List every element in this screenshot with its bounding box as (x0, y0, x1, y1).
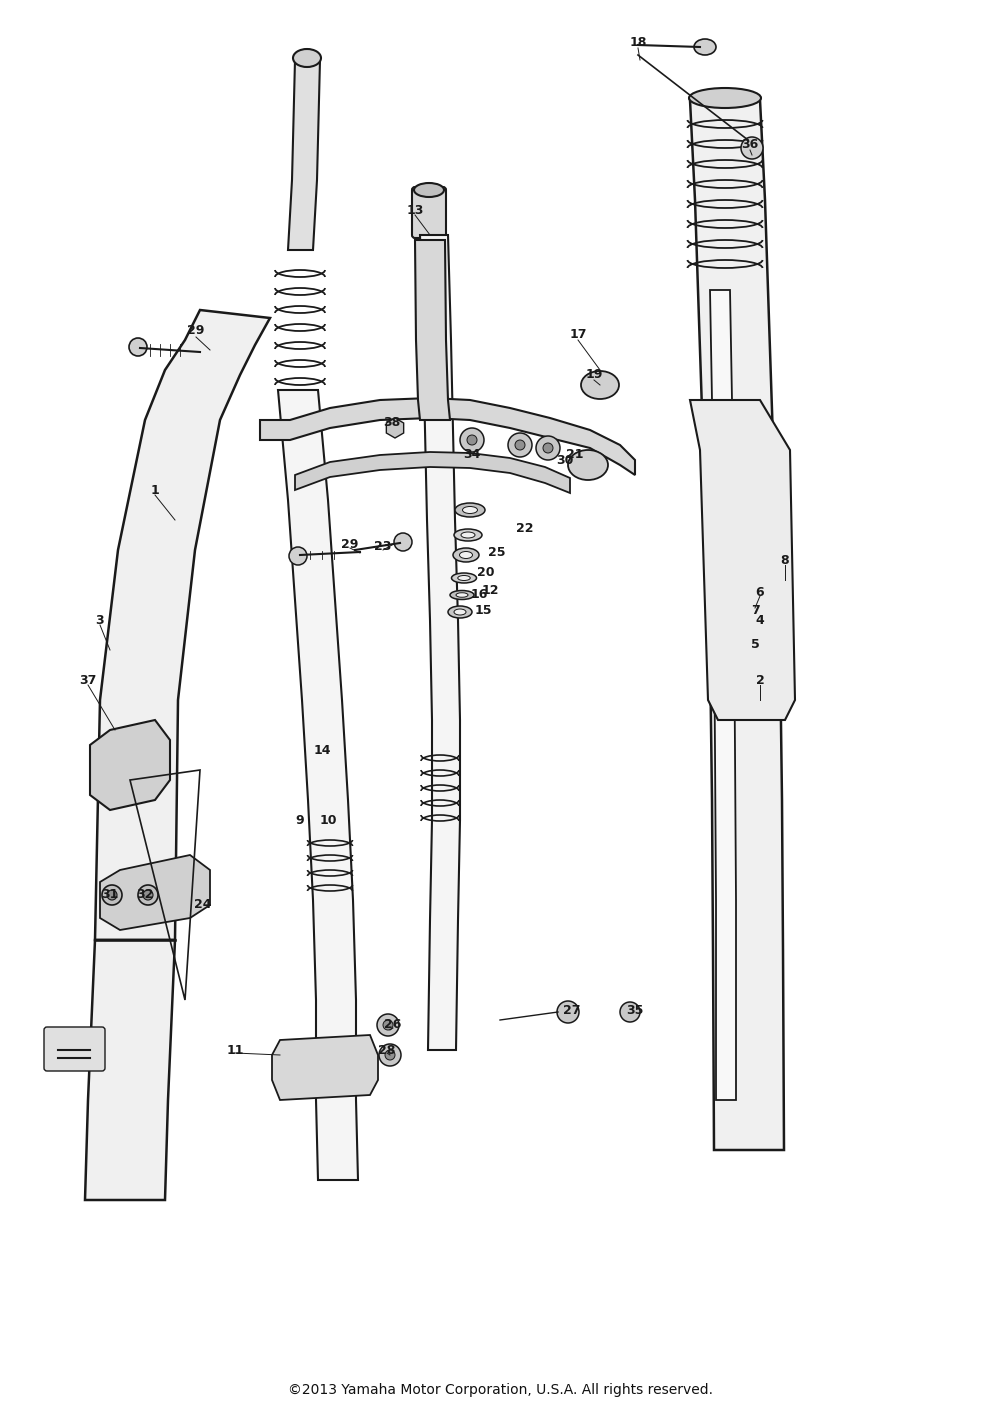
Ellipse shape (462, 507, 478, 514)
Ellipse shape (453, 548, 479, 562)
Ellipse shape (454, 530, 482, 541)
Text: 25: 25 (488, 547, 506, 559)
Text: 8: 8 (781, 554, 789, 567)
Polygon shape (100, 855, 210, 930)
Ellipse shape (454, 609, 466, 615)
Text: 7: 7 (751, 604, 759, 616)
Ellipse shape (460, 551, 473, 558)
Text: 10: 10 (319, 814, 337, 826)
Text: 29: 29 (341, 538, 359, 551)
Circle shape (460, 427, 484, 452)
Text: 26: 26 (384, 1018, 402, 1031)
Ellipse shape (414, 183, 444, 197)
Text: 27: 27 (563, 1004, 581, 1017)
Polygon shape (288, 60, 320, 250)
Polygon shape (690, 99, 784, 1150)
Polygon shape (90, 720, 170, 809)
Text: 24: 24 (194, 899, 212, 912)
Text: 32: 32 (136, 889, 154, 902)
Circle shape (377, 1014, 399, 1037)
Ellipse shape (448, 606, 472, 618)
Text: 12: 12 (481, 584, 499, 596)
Polygon shape (690, 400, 795, 720)
Text: 2: 2 (756, 673, 764, 686)
Text: 29: 29 (187, 324, 205, 337)
Text: 37: 37 (79, 673, 97, 686)
Text: 11: 11 (226, 1044, 244, 1056)
Text: 14: 14 (313, 744, 331, 757)
Circle shape (467, 435, 477, 444)
Circle shape (383, 1020, 393, 1030)
Circle shape (385, 1049, 395, 1059)
Circle shape (379, 1044, 401, 1066)
Ellipse shape (452, 574, 477, 584)
Text: 22: 22 (516, 521, 534, 534)
Text: 6: 6 (756, 585, 764, 598)
FancyBboxPatch shape (44, 1027, 105, 1071)
Text: 4: 4 (756, 613, 764, 626)
Ellipse shape (450, 591, 474, 599)
Text: 38: 38 (383, 416, 401, 429)
Ellipse shape (455, 503, 485, 517)
Text: 21: 21 (566, 449, 584, 462)
Ellipse shape (694, 38, 716, 55)
Text: 20: 20 (477, 565, 495, 578)
Ellipse shape (581, 371, 619, 399)
Text: 3: 3 (96, 613, 104, 626)
Circle shape (543, 443, 553, 453)
Text: 34: 34 (463, 449, 481, 462)
Polygon shape (95, 310, 270, 940)
Text: 5: 5 (751, 639, 759, 652)
Text: 19: 19 (585, 369, 603, 382)
Circle shape (620, 1003, 640, 1022)
Polygon shape (710, 290, 736, 1100)
Polygon shape (278, 391, 358, 1180)
Ellipse shape (293, 50, 321, 67)
Text: 28: 28 (378, 1044, 396, 1056)
Text: 16: 16 (470, 588, 488, 601)
Circle shape (289, 547, 307, 565)
Text: 18: 18 (629, 36, 647, 48)
Circle shape (143, 890, 153, 900)
Text: 15: 15 (474, 604, 492, 616)
FancyBboxPatch shape (412, 187, 446, 239)
Polygon shape (85, 940, 175, 1200)
Ellipse shape (689, 88, 761, 108)
Polygon shape (415, 240, 450, 420)
Text: ©2013 Yamaha Motor Corporation, U.S.A. All rights reserved.: ©2013 Yamaha Motor Corporation, U.S.A. A… (288, 1383, 712, 1397)
Ellipse shape (461, 532, 475, 538)
Circle shape (129, 338, 147, 356)
Circle shape (102, 885, 122, 905)
Circle shape (536, 436, 560, 460)
Polygon shape (260, 398, 635, 476)
Text: 9: 9 (296, 814, 304, 826)
Text: 17: 17 (569, 328, 587, 341)
Ellipse shape (458, 575, 470, 581)
Text: 35: 35 (626, 1004, 644, 1017)
Polygon shape (295, 452, 570, 493)
Text: 13: 13 (406, 203, 424, 216)
Text: 30: 30 (556, 453, 574, 467)
Text: 23: 23 (374, 541, 392, 554)
Circle shape (741, 136, 763, 159)
Polygon shape (272, 1035, 378, 1101)
Text: 1: 1 (151, 483, 159, 497)
Ellipse shape (456, 592, 468, 598)
Text: 31: 31 (101, 889, 119, 902)
Circle shape (557, 1001, 579, 1022)
Ellipse shape (568, 450, 608, 480)
Circle shape (394, 532, 412, 551)
Circle shape (138, 885, 158, 905)
Circle shape (508, 433, 532, 457)
Polygon shape (420, 234, 460, 1049)
Text: 36: 36 (741, 139, 759, 152)
Circle shape (515, 440, 525, 450)
Circle shape (107, 890, 117, 900)
